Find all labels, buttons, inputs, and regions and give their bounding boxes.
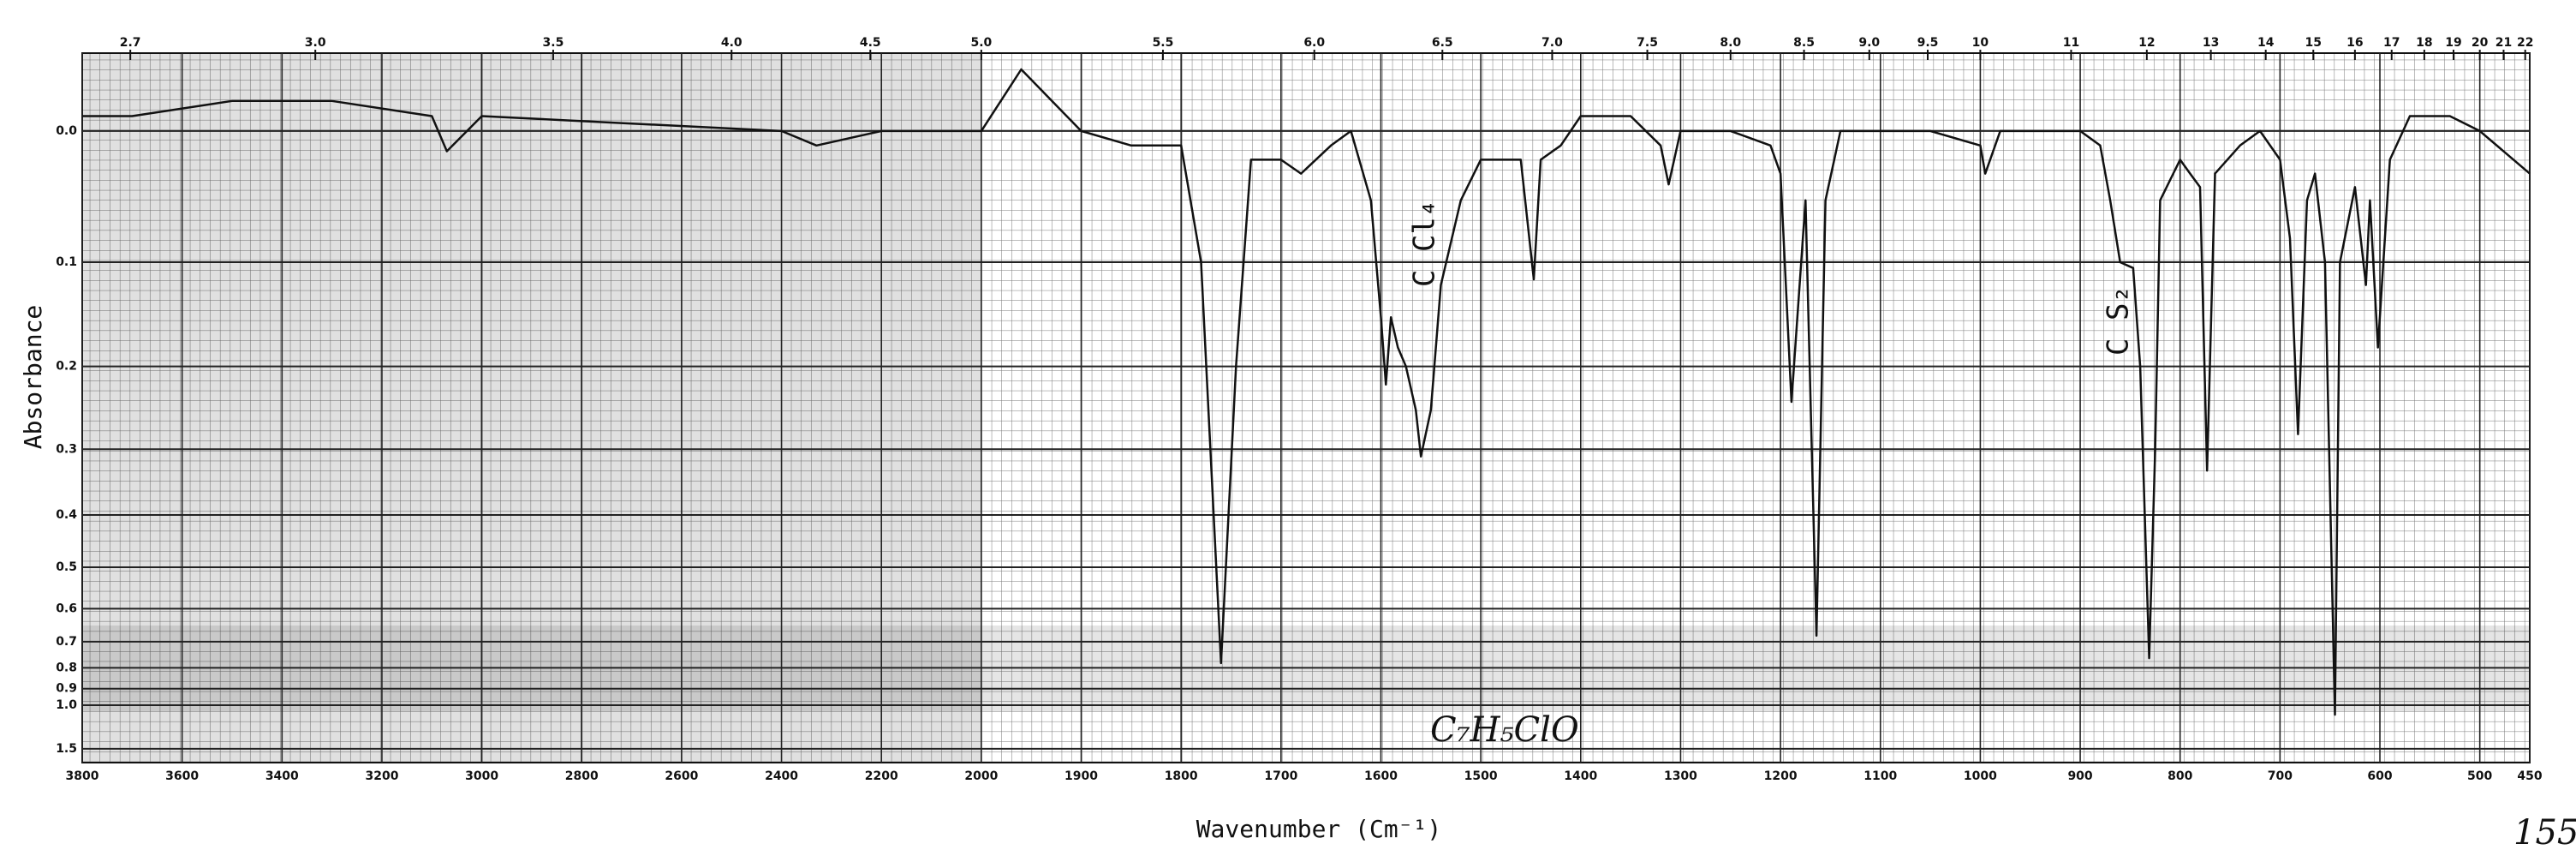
x2-tick-label: 22: [2517, 36, 2533, 50]
x2-tick-label: 18: [2416, 36, 2432, 50]
annotation: C₇H₅ClO: [1430, 710, 1579, 750]
x2-tick-label: 19: [2445, 36, 2461, 50]
x2-tick-label: 5.5: [1153, 36, 1174, 50]
x2-tick-label: 3.5: [543, 36, 564, 50]
x2-tick-label: 4.5: [860, 36, 881, 50]
x-tick-label: 1700: [1264, 769, 1297, 783]
x2-tick-label: 14: [2257, 36, 2275, 50]
y-tick-label: 0.6: [56, 602, 77, 615]
y-tick-label: 0.8: [56, 661, 77, 674]
x2-tick-label: 13: [2203, 36, 2219, 50]
x-tick-label: 1300: [1664, 769, 1697, 783]
x2-tick-label: 5.0: [970, 36, 992, 50]
y-tick-label: 0.9: [56, 682, 77, 696]
y-tick-label: 0.2: [56, 360, 77, 374]
x-tick-label: 3000: [465, 769, 498, 783]
y-tick-label: 1.5: [56, 742, 77, 756]
x-tick-label: 3600: [165, 769, 199, 783]
paper-shade: [82, 53, 981, 763]
y-tick-label: 0.5: [56, 560, 77, 574]
x2-tick-label: 8.5: [1793, 36, 1815, 50]
x-tick-label: 3200: [365, 769, 398, 783]
annotation: 155: [2513, 813, 2576, 850]
x-tick-label: 600: [2367, 769, 2392, 783]
x-tick-label: 700: [2268, 769, 2293, 783]
x2-tick-label: 7.0: [1541, 36, 1563, 50]
x-tick-label: 1900: [1064, 769, 1098, 783]
x-tick-label: 2000: [964, 769, 998, 783]
x2-tick-label: 3.0: [305, 36, 326, 50]
x2-tick-label: 4.0: [721, 36, 742, 50]
x2-tick-label: 21: [2496, 36, 2512, 50]
x-tick-label: 450: [2517, 769, 2542, 783]
x2-tick-label: 16: [2346, 36, 2363, 50]
x-tick-label: 1200: [1764, 769, 1798, 783]
x-axis-label: Wavenumber (Cm⁻¹): [1196, 815, 1442, 843]
x-tick-label: 2800: [565, 769, 599, 783]
x2-tick-label: 2.7: [120, 36, 141, 50]
x2-tick-label: 10: [1972, 36, 1989, 50]
x2-tick-label: 15: [2305, 36, 2322, 50]
x-tick-label: 3800: [66, 769, 99, 783]
y-tick-label: 0.4: [56, 508, 77, 522]
y-tick-label: 0.3: [56, 442, 77, 456]
annotation: C S₂: [2102, 285, 2136, 356]
x2-tick-label: 20: [2472, 36, 2489, 50]
x-tick-label: 900: [2067, 769, 2092, 783]
y-tick-label: 0.7: [56, 635, 77, 649]
x-tick-label: 1600: [1364, 769, 1398, 783]
x2-tick-label: 9.0: [1858, 36, 1880, 50]
x2-tick-label: 11: [2063, 36, 2079, 50]
x2-tick-label: 12: [2138, 36, 2155, 50]
annotation: C Cl₄: [1408, 200, 1442, 287]
x-tick-label: 1800: [1165, 769, 1198, 783]
x2-tick-label: 9.5: [1917, 36, 1939, 50]
x-tick-label: 800: [2168, 769, 2192, 783]
x2-tick-label: 7.5: [1637, 36, 1658, 50]
x-tick-label: 1500: [1464, 769, 1498, 783]
y-axis-label: Absorbance: [19, 305, 47, 450]
graph-paper: [82, 53, 2530, 763]
x-tick-label: 1000: [1964, 769, 1997, 783]
x-tick-label: 2200: [865, 769, 898, 783]
spectrum-line: [82, 68, 2531, 716]
x2-tick-label: 17: [2383, 36, 2400, 50]
x2-tick-label: 6.5: [1432, 36, 1453, 50]
x2-tick-label: 6.0: [1303, 36, 1325, 50]
y-tick-label: 0.1: [56, 255, 77, 269]
x2-tick-label: 8.0: [1720, 36, 1741, 50]
x-tick-label: 2400: [765, 769, 798, 783]
x-tick-label: 2600: [665, 769, 698, 783]
x-tick-label: 1400: [1564, 769, 1597, 783]
x-tick-label: 3400: [265, 769, 299, 783]
y-tick-label: 0.0: [56, 124, 77, 138]
x-tick-label: 500: [2467, 769, 2492, 783]
y-tick-label: 1.0: [56, 698, 77, 712]
x-tick-label: 1100: [1863, 769, 1897, 783]
